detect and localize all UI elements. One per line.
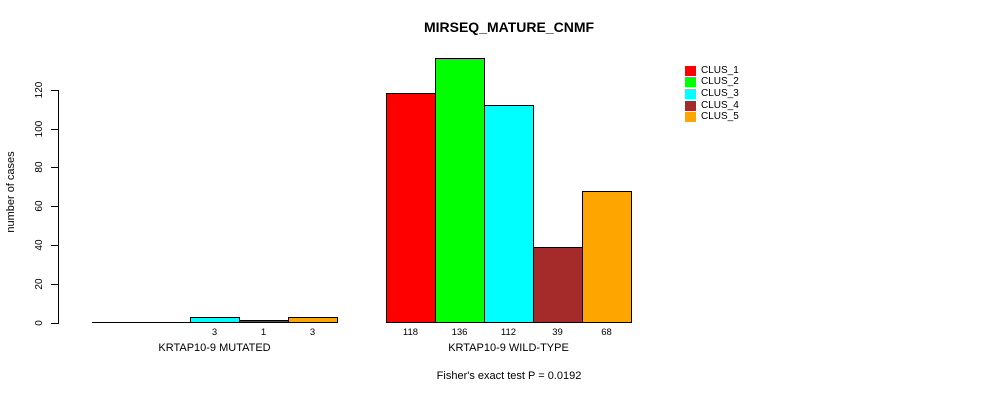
y-tick-label: 60 xyxy=(34,200,45,212)
bar-clus_4-group1 xyxy=(533,247,583,323)
y-tick-label: 80 xyxy=(34,161,45,173)
bar-value-label: 1 xyxy=(260,327,267,338)
y-tick-label: 20 xyxy=(34,278,45,290)
y-tick-label: 120 xyxy=(34,81,45,99)
bar-value-label: 68 xyxy=(601,327,612,338)
bar-clus_1-group1 xyxy=(386,93,436,323)
y-tick-mark xyxy=(51,284,58,285)
bar-value-label: 136 xyxy=(451,327,468,338)
legend-label: CLUS_5 xyxy=(701,111,739,123)
bar-clus_3-group0 xyxy=(190,317,240,323)
bar-clus_4-group0 xyxy=(239,320,289,323)
bar-value-label: 3 xyxy=(309,327,316,338)
legend-item-clus_1: CLUS_1 xyxy=(685,65,739,77)
y-tick-label: 40 xyxy=(34,239,45,251)
y-tick-mark xyxy=(51,245,58,246)
legend-swatch-clus_2 xyxy=(685,77,696,88)
legend: CLUS_1 CLUS_2 CLUS_3 CLUS_4 CLUS_5 xyxy=(685,65,739,123)
bar-clus_5-group0 xyxy=(288,317,338,323)
y-axis-line xyxy=(58,89,59,324)
bar-value-label: 39 xyxy=(552,327,563,338)
y-tick-mark xyxy=(51,90,58,91)
legend-label: CLUS_4 xyxy=(701,99,739,111)
y-tick-label: 0 xyxy=(34,320,45,326)
y-tick-label: 100 xyxy=(34,120,45,138)
legend-item-clus_3: CLUS_3 xyxy=(685,88,739,100)
x-group-label-wild-type: KRTAP10-9 WILD-TYPE xyxy=(448,342,569,354)
chart-title: MIRSEQ_MATURE_CNMF xyxy=(423,19,595,35)
bar-value-label: 3 xyxy=(211,327,218,338)
legend-swatch-clus_1 xyxy=(685,65,696,76)
legend-label: CLUS_3 xyxy=(701,87,739,99)
legend-swatch-clus_3 xyxy=(685,88,696,99)
y-tick-mark xyxy=(51,206,58,207)
legend-label: CLUS_1 xyxy=(701,64,739,76)
bar-value-label: 118 xyxy=(402,327,419,338)
legend-item-clus_5: CLUS_5 xyxy=(685,111,739,123)
y-tick-mark xyxy=(51,129,58,130)
x-group-label-mutated: KRTAP10-9 MUTATED xyxy=(158,342,271,354)
bar-value-label: 112 xyxy=(500,327,517,338)
y-tick-mark xyxy=(51,323,58,324)
legend-label: CLUS_2 xyxy=(701,76,739,88)
zero-bar-clus_1-group0 xyxy=(92,322,142,323)
y-axis-label: number of cases xyxy=(5,151,17,233)
zero-bar-clus_2-group0 xyxy=(141,322,191,323)
bar-clus_2-group1 xyxy=(435,58,485,323)
legend-item-clus_4: CLUS_4 xyxy=(685,100,739,112)
y-tick-mark xyxy=(51,167,58,168)
bar-clus_3-group1 xyxy=(484,105,534,323)
bar-clus_5-group1 xyxy=(582,191,632,323)
legend-item-clus_2: CLUS_2 xyxy=(685,77,739,89)
legend-swatch-clus_5 xyxy=(685,112,696,123)
fisher-test-annotation: Fisher's exact test P = 0.0192 xyxy=(436,370,582,382)
legend-swatch-clus_4 xyxy=(685,100,696,111)
